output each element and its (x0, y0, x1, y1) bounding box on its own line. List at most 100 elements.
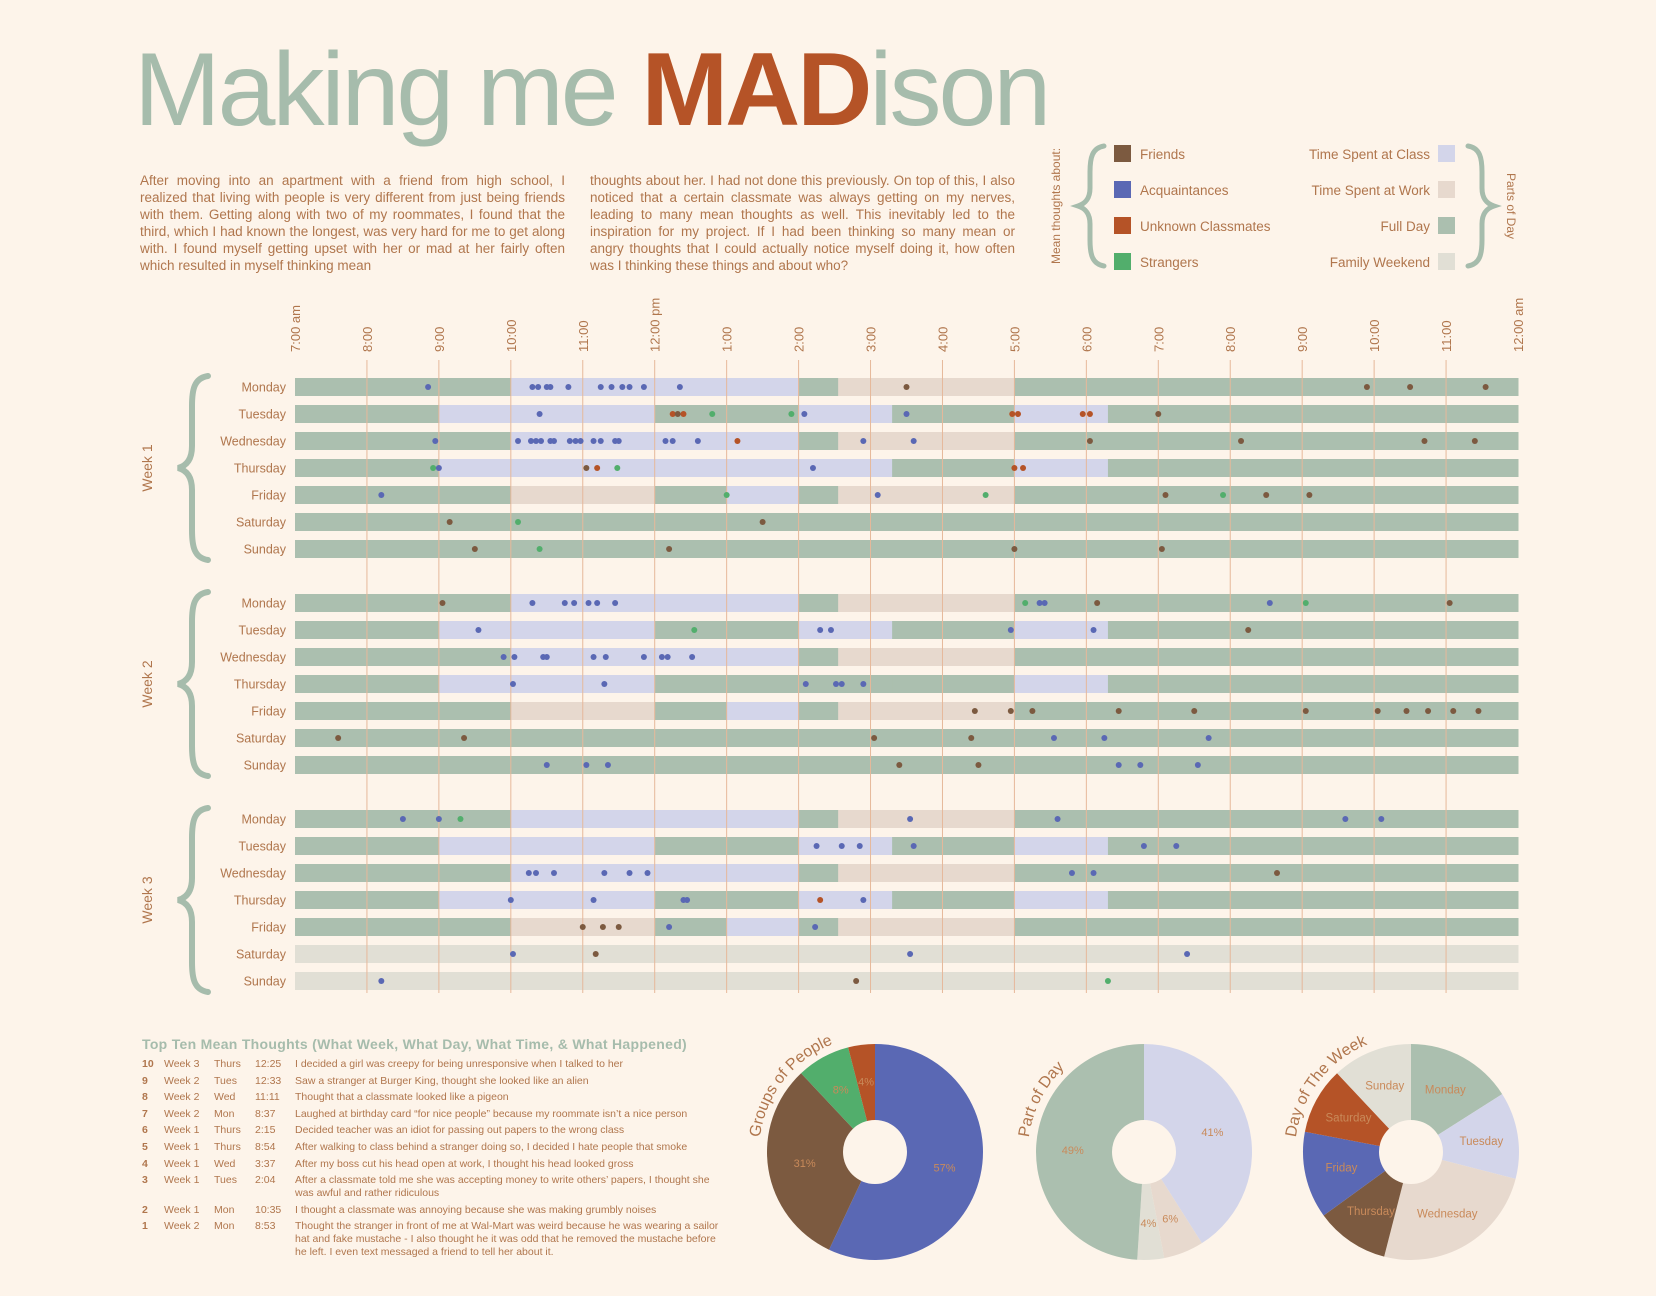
top-ten-description: I thought a classmate was annoying becau… (295, 1203, 657, 1216)
time-segment (295, 702, 512, 720)
thought-point (626, 384, 633, 390)
thought-point (809, 465, 816, 471)
thought-point (1158, 546, 1165, 552)
top-ten-rank: 6 (142, 1124, 148, 1137)
thought-point (1036, 600, 1043, 606)
thought-point (515, 519, 522, 525)
top-ten-time: 12:25 (255, 1058, 282, 1070)
thought-point (457, 816, 464, 822)
legend-swatch (1114, 181, 1131, 198)
week-brace (177, 373, 211, 563)
thought-point (378, 492, 385, 498)
time-tick-label: 2:00 (792, 327, 807, 352)
thought-point (817, 897, 824, 903)
thought-point (529, 600, 536, 606)
pie-slice (801, 1047, 875, 1152)
top-ten-item: 3 Week 1 Tues 2:04 After a classmate told me… (142, 1174, 742, 1200)
time-tick-label: 9:00 (432, 327, 447, 352)
thought-point (543, 654, 550, 660)
day-label: Sunday (244, 975, 287, 989)
thought-point (968, 735, 975, 741)
thought-point (1086, 438, 1093, 444)
pie-chart: Monday Tuesday Wednesday Thursday Friday Satu… (1283, 1032, 1519, 1260)
pie-slice-label: 6% (1162, 1213, 1178, 1225)
thought-point (689, 654, 696, 660)
thought-point (583, 465, 590, 471)
intro-column-1: After moving into an apartment with a fr… (140, 173, 565, 273)
top-ten-item: 8 Week 2 Wed 11:11 Thought that a classmate … (142, 1091, 742, 1104)
time-segment (1014, 837, 1109, 855)
thought-point (500, 654, 507, 660)
thought-point (594, 600, 601, 606)
top-ten-time: 12:33 (255, 1074, 282, 1087)
thought-point (644, 870, 651, 876)
top-ten-day: Tues (214, 1074, 237, 1087)
time-segment (798, 432, 839, 450)
top-ten-description: After my boss cut his head open at work,… (295, 1157, 634, 1170)
top-ten-rank: 5 (142, 1140, 148, 1153)
day-label: Sunday (244, 759, 287, 773)
top-ten-time: 8:53 (255, 1220, 276, 1233)
time-segment (838, 864, 1015, 882)
day-label: Saturday (236, 732, 287, 746)
thought-point (1090, 627, 1097, 633)
time-segment (295, 648, 512, 666)
legend-label: Friends (1140, 147, 1185, 162)
thought-point (1090, 870, 1097, 876)
time-segment (295, 729, 1519, 747)
time-segment (510, 810, 728, 828)
top-ten-description: Saw a stranger at Burger King, thought s… (295, 1074, 589, 1087)
pie-slice-label: 41% (1201, 1127, 1223, 1139)
top-ten-week: Week 1 (164, 1203, 200, 1216)
pie-chart: 41%6%4%49%Part of Day (1016, 1044, 1252, 1261)
legend: Friends Acquaintances Unknown Classmates St… (1049, 143, 1518, 270)
thought-point (1162, 492, 1169, 498)
pie-slice-label: 8% (833, 1085, 849, 1097)
time-segment (438, 837, 656, 855)
time-segment (838, 432, 1015, 450)
pie-slice (1411, 1044, 1503, 1152)
time-segment (798, 486, 839, 504)
thought-point (612, 600, 619, 606)
time-segment (798, 702, 839, 720)
time-segment (654, 486, 728, 504)
time-tick-label: 12:00 pm (648, 298, 663, 352)
time-segment (838, 918, 1015, 936)
thought-point (1425, 708, 1432, 714)
thought-point (1273, 870, 1280, 876)
week-brace (177, 589, 211, 779)
time-segment (1014, 621, 1109, 639)
time-segment (1014, 810, 1519, 828)
thought-point (669, 411, 676, 417)
time-segment (295, 864, 512, 882)
thought-point (533, 870, 540, 876)
thought-point (1094, 600, 1101, 606)
thought-point (734, 438, 741, 444)
thought-point (533, 438, 540, 444)
time-segment (1107, 837, 1519, 855)
thought-point (1015, 411, 1022, 417)
top-ten-day: Tues (214, 1174, 237, 1187)
time-segment (295, 513, 1519, 531)
thought-point (579, 924, 586, 930)
thought-point (1446, 600, 1453, 606)
thought-point (684, 897, 691, 903)
pie-slice-label: Monday (1425, 1085, 1466, 1097)
thought-point (871, 735, 878, 741)
thought-point (435, 465, 442, 471)
pie-slice (1304, 1073, 1411, 1152)
thought-point (509, 951, 516, 957)
time-tick-label: 10:00 (1367, 319, 1382, 352)
thought-point (1041, 600, 1048, 606)
day-row (295, 972, 1519, 990)
week-group (295, 378, 1519, 558)
thought-point (982, 492, 989, 498)
thought-point (597, 438, 604, 444)
legend-label: Family Weekend (1330, 255, 1430, 270)
top-ten-item: 4 Week 1 Wed 3:37 After my boss cut his head… (142, 1158, 742, 1171)
time-segment (295, 918, 512, 936)
thought-point (1266, 600, 1273, 606)
time-segment (726, 378, 800, 396)
time-segment (1014, 918, 1519, 936)
legend-swatch (1114, 145, 1131, 162)
